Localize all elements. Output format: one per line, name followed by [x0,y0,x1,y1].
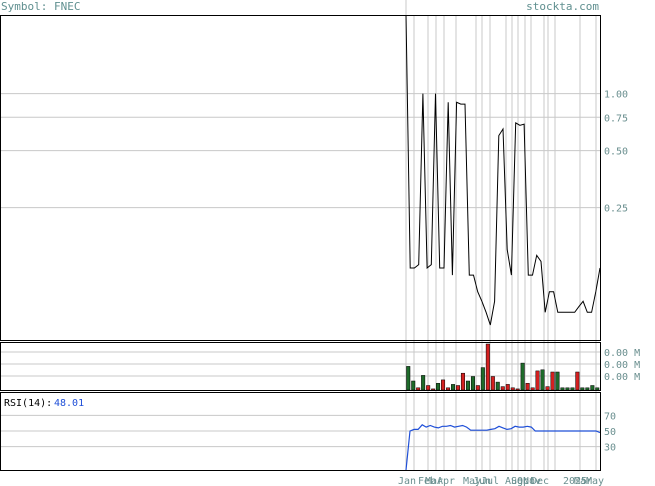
x-axis-label: Aug [505,476,523,486]
x-axis-label: Jun [473,476,491,486]
volume-bar [406,366,411,391]
x-axis-label: May [586,476,604,486]
volume-bar [555,371,560,391]
volume-bar [426,385,431,391]
rsi-tick-label: 50 [604,427,616,438]
volume-bar [465,380,470,391]
x-axis-label: Mar [574,476,592,486]
x-axis-label: Mar [425,476,443,486]
volume-bar [575,371,580,391]
price-line [405,14,601,326]
volume-bar [500,386,505,391]
x-axis-label: 2025 [563,476,587,486]
volume-bar [455,385,460,391]
volume-bar [560,387,565,391]
volume-bar [590,385,595,391]
volume-bar [505,384,510,391]
rsi-line [405,424,601,471]
panel-frame [0,342,601,391]
x-axis-label: Sep [511,476,529,486]
volume-bar [585,387,590,391]
x-axis-label: Feb [418,476,436,486]
x-axis-label: May [463,476,481,486]
volume-bar [446,387,451,391]
volume-bar [460,372,465,391]
volume-bar [451,384,456,391]
rsi-label: RSI(14): [4,398,52,409]
volume-bar [565,387,570,391]
volume-bar [480,367,485,391]
volume-bar [495,381,500,391]
site-link[interactable]: stockta.com [526,0,599,13]
volume-tick-label: 0.00 M [604,360,640,371]
x-axis-label: Nov [523,476,541,486]
volume-bar [490,376,495,391]
x-axis-label: Oct [517,476,535,486]
volume-bar [545,386,550,391]
volume-bar [475,385,480,391]
volume-bar [550,371,555,391]
volume-tick-label: 0.00 M [604,348,640,359]
price-tick-label: 0.50 [604,147,628,158]
x-axis-label: Apr [437,476,455,486]
price-tick-label: 0.25 [604,204,628,215]
symbol-label: Symbol: FNEC [1,0,81,13]
x-axis-label: Jul [481,476,499,486]
x-axis-label: Dec [531,476,549,486]
rsi-tick-label: 70 [604,411,616,422]
volume-bar [530,387,535,391]
volume-bar [510,387,515,391]
price-tick-label: 1.00 [604,90,628,101]
rsi-value: 48.01 [54,398,84,409]
volume-bar [416,387,421,391]
volume-bar [525,383,530,391]
volume-bar [540,369,545,391]
x-axis-label: Jan [398,476,416,486]
volume-bar [595,387,600,391]
volume-bar [520,362,525,391]
volume-bar [570,387,575,391]
volume-tick-label: 0.00 M [604,372,640,383]
price-tick-label: 0.75 [604,113,628,124]
volume-bar [411,380,416,391]
volume-bar [485,343,490,391]
volume-bar [515,388,520,391]
volume-bar [441,379,446,391]
volume-bar [470,376,475,391]
volume-bar [421,375,426,391]
volume-bar [431,388,436,391]
rsi-tick-label: 30 [604,443,616,454]
volume-bar [535,370,540,391]
volume-bar [436,383,441,391]
panel-frame [0,392,601,471]
volume-bar [580,387,585,391]
panel-frame [0,15,601,341]
